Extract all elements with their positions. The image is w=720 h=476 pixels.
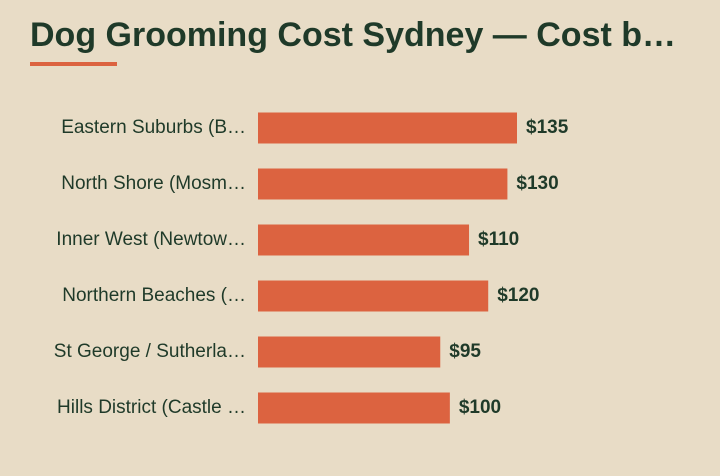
value-label: $110 <box>478 229 519 250</box>
value-label: $130 <box>516 173 558 194</box>
value-label: $100 <box>459 397 501 418</box>
bar <box>258 280 489 312</box>
category-label: Inner West (Newtow… <box>56 229 246 250</box>
bar <box>258 392 450 424</box>
category-label: St George / Sutherla… <box>54 341 246 362</box>
category-label: Eastern Suburbs (B… <box>61 117 246 138</box>
value-label: $95 <box>449 341 481 362</box>
bar <box>258 112 517 144</box>
value-label: $120 <box>497 285 539 306</box>
value-label: $135 <box>526 117 569 138</box>
category-label: Hills District (Castle … <box>57 397 246 418</box>
title-underline <box>30 62 117 66</box>
category-label: Northern Beaches (… <box>62 285 246 306</box>
bar <box>258 224 470 256</box>
bar <box>258 336 441 368</box>
bar <box>258 168 508 200</box>
category-label: North Shore (Mosm… <box>61 173 246 194</box>
chart-title: Dog Grooming Cost Sydney — Cost b… <box>30 16 676 54</box>
